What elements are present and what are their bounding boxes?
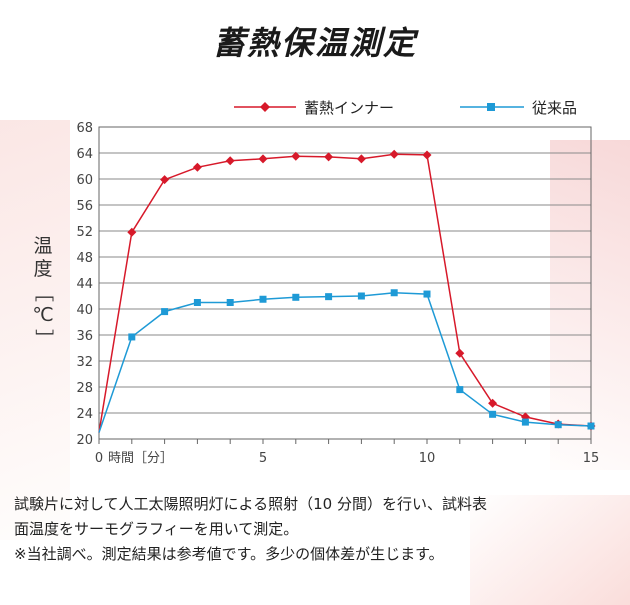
data-point-series-1 xyxy=(422,150,432,160)
caption-line: 試験片に対して人工太陽照明灯による照射（10 分間）を行い、試料表 xyxy=(14,495,487,513)
legend-marker-series-1 xyxy=(260,102,270,112)
y-axis-label-char: ℃ xyxy=(32,304,54,326)
caption: 試験片に対して人工太陽照明灯による照射（10 分間）を行い、試料表 面温度をサー… xyxy=(14,492,614,567)
data-point-series-2 xyxy=(390,289,398,297)
data-point-series-1 xyxy=(488,398,498,408)
data-point-series-2 xyxy=(259,295,267,303)
data-point-series-2 xyxy=(128,333,136,341)
y-tick-label: 40 xyxy=(76,303,93,318)
data-point-series-2 xyxy=(193,299,201,306)
data-point-series-2 xyxy=(325,293,333,301)
data-point-series-1 xyxy=(291,151,301,161)
background-decoration-left xyxy=(0,120,70,540)
legend: 蓄熱インナー 従来品 xyxy=(234,99,577,117)
y-tick-label: 68 xyxy=(76,121,93,136)
data-point-series-1 xyxy=(258,154,268,164)
x-tick-label: 10 xyxy=(419,451,436,466)
data-point-series-2 xyxy=(423,290,431,298)
x-tick-label: 15 xyxy=(583,451,600,466)
caption-line: 面温度をサーモグラフィーを用いて測定。 xyxy=(14,520,299,538)
data-point-series-2 xyxy=(161,308,169,316)
background-decoration-right xyxy=(550,140,630,470)
plot-frame xyxy=(98,126,592,440)
y-axis-label-char: 温 xyxy=(33,235,53,257)
y-tick-label: 32 xyxy=(76,355,93,370)
data-point-series-1 xyxy=(389,149,399,159)
y-axis-label-char: 度 xyxy=(33,258,53,280)
caption-line: ※当社調べ。測定結果は参考値です。多少の個体差が生じます。 xyxy=(14,545,444,563)
chart-title: 蓄熱保温測定 xyxy=(212,24,417,62)
y-tick-label: 28 xyxy=(76,381,93,396)
data-point-series-2 xyxy=(456,386,464,394)
data-point-series-2 xyxy=(587,422,595,430)
data-point-series-1 xyxy=(225,156,235,166)
x-tick-labels: 0 時間［分］ 5 10 15 xyxy=(95,451,599,466)
legend-label-series-1: 蓄熱インナー xyxy=(304,99,394,117)
data-point-series-2 xyxy=(292,293,300,301)
background-decoration-bottom xyxy=(470,495,630,605)
y-tick-label: 44 xyxy=(76,277,93,292)
data-point-series-2 xyxy=(554,421,562,429)
x-tick-label: 5 xyxy=(259,451,267,466)
y-tick-label: 64 xyxy=(76,147,93,162)
series-line-1 xyxy=(98,153,592,433)
legend-marker-series-2 xyxy=(487,103,495,111)
y-tick-label: 60 xyxy=(76,173,93,188)
x-tick-label: 0 xyxy=(95,451,103,466)
y-tick-label: 52 xyxy=(76,225,93,240)
y-tick-label: 36 xyxy=(76,329,93,344)
data-point-series-2 xyxy=(489,410,497,418)
data-point-series-2 xyxy=(226,299,234,306)
grid xyxy=(98,126,592,444)
series-line-2 xyxy=(98,292,592,433)
y-tick-labels: 20 24 28 32 36 40 44 48 52 56 60 64 68 xyxy=(76,121,93,448)
data-point-series-1 xyxy=(455,348,465,358)
y-tick-label: 56 xyxy=(76,199,93,214)
series xyxy=(98,149,596,433)
y-axis-label: 温 度 ［ ℃ ］ xyxy=(30,235,56,350)
y-tick-label: 24 xyxy=(76,407,93,422)
data-point-series-1 xyxy=(356,154,366,164)
data-point-series-1 xyxy=(192,162,202,172)
data-point-series-1 xyxy=(127,227,137,237)
data-point-series-2 xyxy=(521,418,529,426)
data-point-series-1 xyxy=(160,175,170,185)
data-point-series-1 xyxy=(324,152,334,162)
y-tick-label: 20 xyxy=(76,433,93,448)
y-tick-label: 48 xyxy=(76,251,93,266)
legend-label-series-2: 従来品 xyxy=(532,99,577,117)
x-unit-label: 時間［分］ xyxy=(108,451,173,466)
data-point-series-2 xyxy=(357,292,365,300)
